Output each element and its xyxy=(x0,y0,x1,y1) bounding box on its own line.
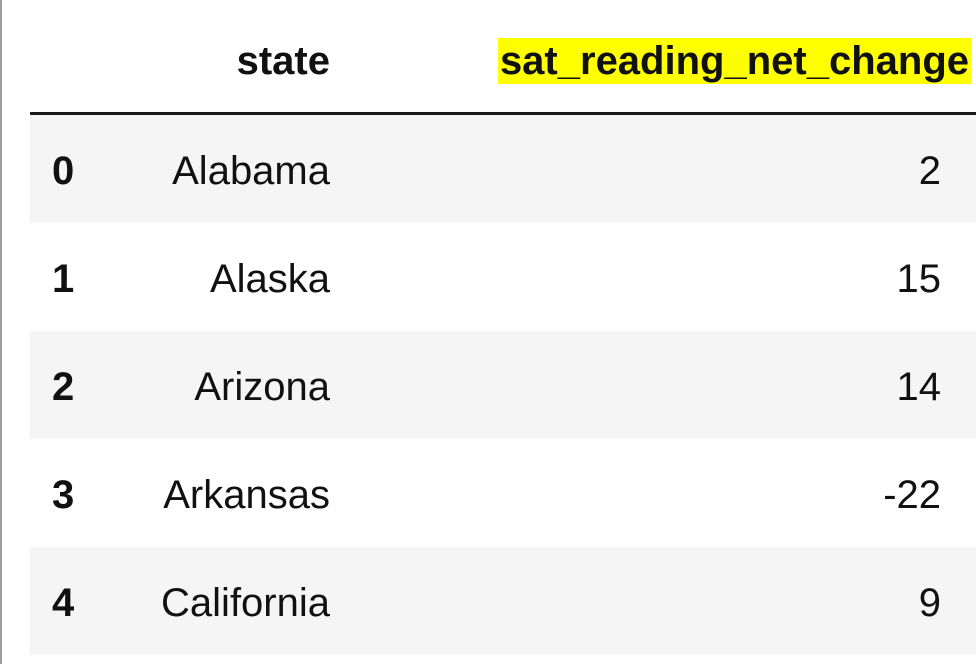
value-cell: 14 xyxy=(896,365,942,409)
dataframe-table: state sat_reading_net_change 0 Alabama 2… xyxy=(30,0,976,655)
column-header-state: state xyxy=(236,39,330,83)
value-cell: 2 xyxy=(918,149,941,193)
table-row: 3 Arkansas -22 xyxy=(30,439,976,547)
state-cell: Alaska xyxy=(209,257,330,301)
column-header-sat-reading-net-change: sat_reading_net_change xyxy=(497,38,971,84)
panel-left-border xyxy=(0,0,2,664)
table-row: 4 California 9 xyxy=(30,547,976,655)
value-cell: 15 xyxy=(896,257,942,301)
table-row: 2 Arizona 14 xyxy=(30,331,976,439)
row-index: 3 xyxy=(52,473,75,517)
state-cell: Arizona xyxy=(194,365,330,409)
state-cell: Arkansas xyxy=(163,473,330,517)
state-cell: California xyxy=(161,581,330,625)
row-index: 2 xyxy=(52,365,75,409)
table-row: 0 Alabama 2 xyxy=(30,115,976,223)
table-row: 1 Alaska 15 xyxy=(30,223,976,331)
table-header: state sat_reading_net_change xyxy=(30,0,976,115)
state-cell: Alabama xyxy=(172,149,330,193)
row-index: 0 xyxy=(52,149,75,193)
value-cell: 9 xyxy=(918,581,941,625)
value-cell: -22 xyxy=(883,473,941,517)
row-index: 4 xyxy=(52,581,75,625)
row-index: 1 xyxy=(52,257,75,301)
